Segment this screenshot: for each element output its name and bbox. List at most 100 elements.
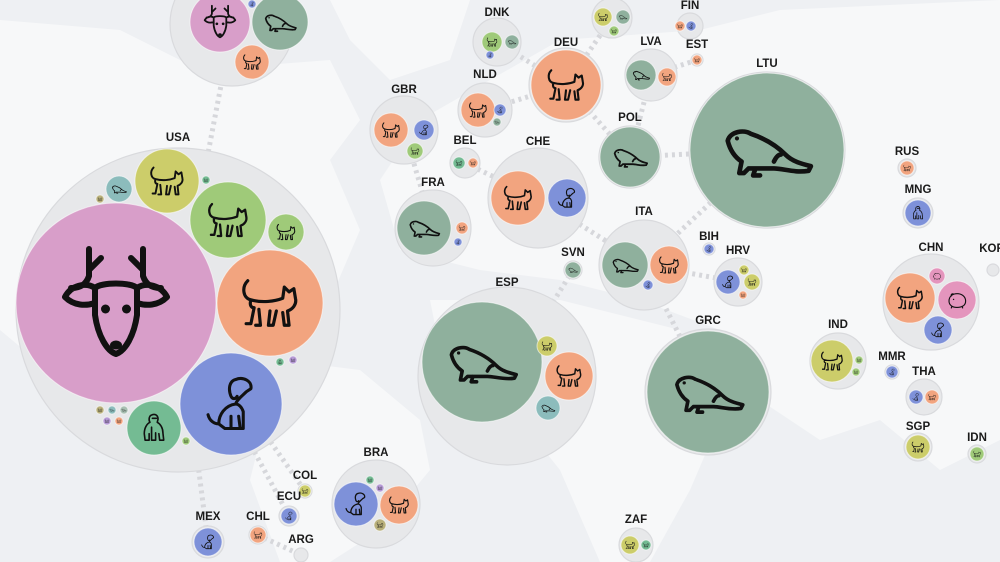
animal-bubble-cat[interactable] xyxy=(905,434,931,460)
animal-bubble-dog[interactable] xyxy=(413,119,435,141)
animal-circle[interactable] xyxy=(928,267,946,285)
country-bubble-hrv[interactable]: HRV xyxy=(713,245,763,307)
country-bubble-est[interactable]: EST xyxy=(686,39,708,67)
animal-bubble-otter[interactable] xyxy=(504,34,520,50)
animal-bubble-cat[interactable] xyxy=(691,54,703,66)
animal-bubble-cat[interactable] xyxy=(530,49,602,121)
animal-bubble-dog[interactable] xyxy=(885,365,899,379)
animal-bubble-cat[interactable] xyxy=(181,436,191,446)
animal-bubble-cat[interactable] xyxy=(249,526,267,544)
animal-bubble-otter[interactable] xyxy=(601,241,649,289)
country-bubble-che[interactable]: CHE xyxy=(487,136,589,249)
country-circle[interactable] xyxy=(293,547,309,562)
animal-bubble-gorilla[interactable] xyxy=(904,199,932,227)
animal-circle[interactable] xyxy=(689,72,845,228)
animal-circle[interactable] xyxy=(275,357,285,367)
animal-bubble-dog[interactable] xyxy=(493,103,507,117)
animal-bubble-cat[interactable] xyxy=(288,355,298,365)
animal-circle[interactable] xyxy=(535,395,561,421)
country-bubble-rus[interactable]: RUS xyxy=(895,146,920,178)
country-bubble-ecu[interactable]: ECU xyxy=(277,491,301,527)
country-bubble-mng[interactable]: MNG xyxy=(902,184,934,229)
animal-bubble-dog[interactable] xyxy=(715,269,741,295)
animal-bubble-cat[interactable] xyxy=(854,355,864,365)
animal-circle[interactable] xyxy=(492,117,502,127)
animal-bubble-cat[interactable] xyxy=(375,483,385,493)
animal-bubble-cat[interactable] xyxy=(810,339,854,383)
animal-circle[interactable] xyxy=(599,126,661,188)
animal-bubble-otter[interactable] xyxy=(599,126,661,188)
animal-bubble-otter[interactable] xyxy=(105,175,133,203)
animal-bubble-cat[interactable] xyxy=(298,484,312,498)
animal-bubble-cat[interactable] xyxy=(851,367,861,377)
animal-circle[interactable] xyxy=(421,301,543,423)
animal-circle[interactable] xyxy=(564,261,582,279)
country-bubble-sgp[interactable]: SGP xyxy=(903,421,933,462)
animal-bubble-otter[interactable] xyxy=(396,200,452,256)
country-bubble-ind[interactable]: IND xyxy=(809,319,867,390)
animal-bubble-cat[interactable] xyxy=(593,7,613,27)
country-bubble-bra[interactable]: BRA xyxy=(331,447,421,549)
country-bubble-nld[interactable]: NLD xyxy=(457,69,513,138)
animal-bubble-cat[interactable] xyxy=(365,475,375,485)
animal-bubble-otter[interactable] xyxy=(535,395,561,421)
animal-bubble-gorilla[interactable] xyxy=(275,357,285,367)
animal-bubble-dog[interactable] xyxy=(923,315,953,345)
animal-bubble-dog[interactable] xyxy=(703,243,715,255)
country-bubble-ltu[interactable]: LTU xyxy=(688,58,846,229)
animal-bubble-cat[interactable] xyxy=(234,44,270,80)
animal-circle[interactable] xyxy=(105,175,133,203)
animal-bubble-cat[interactable] xyxy=(373,518,387,532)
animal-circle[interactable] xyxy=(504,34,520,50)
animal-bubble-gorilla[interactable] xyxy=(126,400,182,456)
animal-bubble-hamster[interactable] xyxy=(928,267,946,285)
country-bubble-chn[interactable]: CHN xyxy=(882,242,980,351)
animal-bubble-dog[interactable] xyxy=(642,279,654,291)
animal-bubble-cat[interactable] xyxy=(738,290,748,300)
animal-circle[interactable] xyxy=(904,199,932,227)
animal-bubble-dog[interactable] xyxy=(179,352,283,456)
animal-bubble-deer[interactable] xyxy=(15,202,217,404)
animal-bubble-cat[interactable] xyxy=(267,213,305,251)
animal-circle[interactable] xyxy=(625,59,657,91)
animal-bubble-cat[interactable] xyxy=(657,67,677,87)
country-bubble-chl[interactable]: CHL xyxy=(246,511,270,545)
animal-bubble-dog[interactable] xyxy=(547,178,587,218)
animal-circle[interactable] xyxy=(119,405,129,415)
animal-bubble-dog[interactable] xyxy=(685,20,697,32)
animal-bubble-cat[interactable] xyxy=(924,389,940,405)
animal-bubble-cat[interactable] xyxy=(373,112,409,148)
country-bubble-unlabeled-0[interactable] xyxy=(169,0,309,87)
country-bubble-col[interactable]: COL xyxy=(293,470,317,499)
country-bubble-bel[interactable]: BEL xyxy=(449,135,481,179)
animal-bubble-cat[interactable] xyxy=(379,485,419,525)
animal-bubble-otter[interactable] xyxy=(689,72,845,228)
animal-bubble-dog[interactable] xyxy=(453,237,463,247)
animal-bubble-cat[interactable] xyxy=(216,249,324,357)
country-bubble-lva[interactable]: LVA xyxy=(624,36,678,102)
animal-circle[interactable] xyxy=(126,400,182,456)
animal-circle[interactable] xyxy=(216,249,324,357)
animal-bubble-cat[interactable] xyxy=(481,31,503,53)
animal-bubble-otter[interactable] xyxy=(615,9,631,25)
animal-bubble-cat[interactable] xyxy=(969,446,985,462)
country-bubble-esp[interactable]: ESP xyxy=(417,277,597,466)
country-bubble-unlabeled-9[interactable] xyxy=(591,0,633,39)
animal-circle[interactable] xyxy=(646,330,770,454)
country-bubble-deu[interactable]: DEU xyxy=(528,37,604,123)
animal-circle[interactable] xyxy=(251,0,309,51)
animal-bubble-otter[interactable] xyxy=(564,261,582,279)
animal-bubble-cat[interactable] xyxy=(899,160,915,176)
animal-bubble-cat[interactable] xyxy=(743,273,761,291)
animal-bubble-dog[interactable] xyxy=(333,481,379,527)
animal-bubble-cat[interactable] xyxy=(189,181,267,259)
animal-bubble-otter[interactable] xyxy=(625,59,657,91)
country-bubble-idn[interactable]: IDN xyxy=(967,432,987,464)
animal-bubble-cat[interactable] xyxy=(452,156,466,170)
animal-circle[interactable] xyxy=(15,202,217,404)
animal-circle[interactable] xyxy=(615,9,631,25)
animal-bubble-deer[interactable] xyxy=(189,0,251,53)
country-bubble-grc[interactable]: GRC xyxy=(644,315,772,456)
animal-bubble-otter[interactable] xyxy=(492,117,502,127)
animal-bubble-dog[interactable] xyxy=(193,527,223,557)
